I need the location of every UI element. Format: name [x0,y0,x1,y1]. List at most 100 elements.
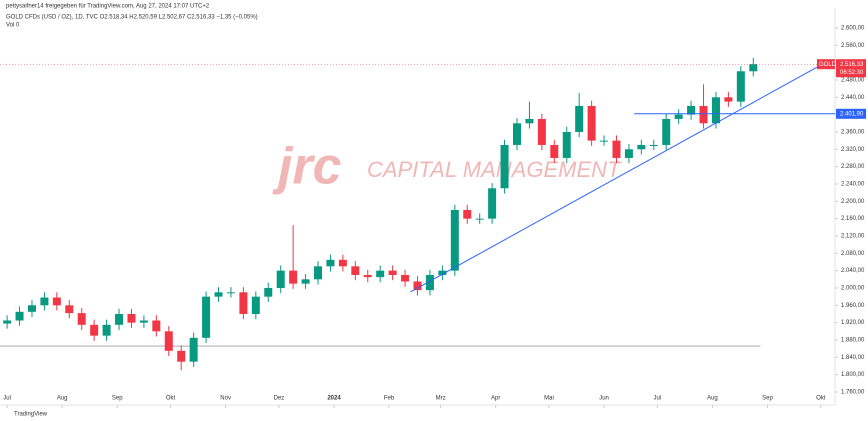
candle-body [388,270,397,275]
candle-body [687,105,696,115]
x-tick-label: Jun [599,396,609,402]
y-tick-label: 1.840,00 [841,355,865,361]
share-info: pettysaifner14 freigegeben für TradingVi… [6,4,210,10]
trendline [410,61,827,293]
x-tick-label: Mai [544,396,554,402]
candle-body [525,118,534,124]
resistance-tag [836,108,866,119]
candle-body [102,324,111,336]
candle-body [537,118,546,145]
candle-body [115,313,124,325]
x-tick-label: Sep [762,396,773,402]
y-tick-label: 2.080,00 [841,251,865,257]
y-tick-label: 2.480,00 [841,78,865,84]
candle-body [152,320,161,332]
x-tick-label: Dez [274,396,285,402]
candle-body [301,279,310,284]
candle-body [139,320,148,323]
candle-body [674,114,683,119]
candle-body [724,97,733,102]
candle-body [376,270,385,278]
candle-body [612,140,621,158]
candle-body [226,292,235,294]
candle-body [314,266,323,280]
x-tick-label: 2024 [327,396,341,402]
candle-body [711,97,720,124]
candle-body [512,123,521,145]
footer: TradingView [14,412,48,418]
candle-body [326,259,335,267]
candle-body [624,149,633,158]
y-tick-label: 2.000,00 [841,286,865,292]
candle-body [649,144,658,146]
candle-body [214,292,223,297]
x-tick-label: Sep [112,396,123,402]
y-tick-label: 2.040,00 [841,268,865,274]
volume-info: Vol 0 [6,23,20,29]
candle-body [699,105,708,124]
y-tick-label: 2.160,00 [841,216,865,222]
candle-body [239,292,248,314]
candle-body [562,131,571,158]
candle-body [463,209,472,219]
candle-body [289,270,298,284]
candle-body [587,105,596,141]
candle-body [338,259,347,267]
candle-body [264,287,273,297]
y-tick-label: 2.560,00 [841,43,865,49]
candle-body [177,350,186,362]
y-tick-label: 2.120,00 [841,234,865,240]
candle-body [550,144,559,158]
y-tick-label: 2.600,00 [841,26,865,32]
x-tick-label: Jul [654,396,662,402]
candle-body [27,305,36,312]
price-tag-label: 2.516,33 [840,62,864,68]
y-tick-label: 2.200,00 [841,199,865,205]
resistance-label: 2.401,90 [840,111,864,117]
watermark-text: CAPITAL MANAGEMENT [367,157,622,182]
candle-body [276,270,285,288]
y-tick-label: 2.440,00 [841,95,865,101]
y-tick-label: 2.280,00 [841,164,865,170]
candle-body [413,281,422,291]
x-tick-label: Okt [816,396,826,402]
y-tick-label: 1.880,00 [841,338,865,344]
symbol-tag [817,59,835,70]
candle-body [662,118,671,145]
candle-body [65,305,74,314]
candle-body [600,140,609,142]
candle-body [164,331,173,351]
candle-body [251,296,260,314]
symbol-info: GOLD CFDs (USD / OZ), 1D, TVC O2.518,34 … [6,15,258,21]
candle-body [15,311,24,321]
candle-body [363,274,372,278]
y-tick-label: 1.920,00 [841,320,865,326]
candle-body [637,144,646,150]
y-tick-label: 1.800,00 [841,372,865,378]
x-tick-label: Feb [384,396,395,402]
symbol-tag-label: GOLD [819,62,837,68]
candle-body [40,297,49,306]
x-tick-label: Nov [220,396,231,402]
candle-body [127,313,136,323]
x-tick-label: Aug [57,396,68,402]
y-tick-label: 2.360,00 [841,130,865,136]
candle-body [202,296,211,338]
candle-body [438,270,447,275]
x-tick-label: Okt [166,396,176,402]
candle-body [736,71,745,102]
candle-body [575,105,584,132]
candle-body [500,144,509,189]
x-tick-label: Aug [707,396,718,402]
candle-body [401,274,410,282]
candle-body [77,313,86,325]
x-tick-label: Jul [3,396,11,402]
candle-body [189,337,198,362]
watermark-logo: jrc [272,138,342,196]
candle-body [425,274,434,291]
candle-body [475,218,484,220]
candle-body [52,297,61,306]
y-tick-label: 1.760,00 [841,390,865,396]
